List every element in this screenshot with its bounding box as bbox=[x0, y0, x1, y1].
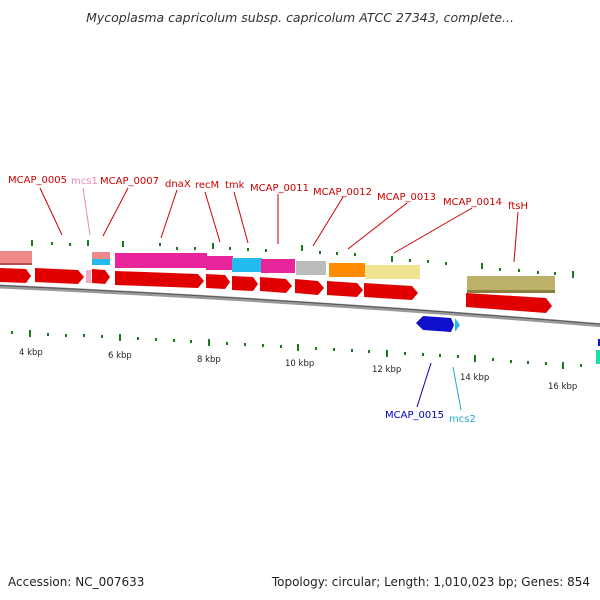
axis-label-16kbp: 16 kbp bbox=[548, 382, 577, 392]
gene-label-ftsh: ftsH bbox=[508, 201, 528, 212]
feature-mcap0005 bbox=[0, 251, 32, 265]
gene-label-mcs1: mcs1 bbox=[71, 176, 98, 187]
gene-label-dnax: dnaX bbox=[165, 179, 191, 190]
cds-arrow bbox=[295, 279, 324, 295]
gene-label-mcap0015: MCAP_0015 bbox=[385, 410, 444, 421]
cds-arrow bbox=[115, 271, 204, 288]
genome-backbone-highlight bbox=[0, 284, 600, 325]
feature-mcap0012 bbox=[296, 261, 326, 275]
cds-mcs2 bbox=[455, 318, 460, 332]
feature-mcap0013 bbox=[329, 263, 365, 277]
cds-mcs1 bbox=[86, 270, 91, 283]
axis-label-4kbp: 4 kbp bbox=[19, 348, 43, 358]
axis-label-6kbp: 6 kbp bbox=[108, 351, 132, 361]
feature-dnax bbox=[115, 253, 207, 268]
axis-label-8kbp: 8 kbp bbox=[197, 355, 221, 365]
gene-label-mcap0005: MCAP_0005 bbox=[8, 175, 67, 186]
gene-labels: MCAP_0005 mcs1 MCAP_0007 dnaX recM tmk M… bbox=[8, 175, 528, 425]
gene-label-mcap0013: MCAP_0013 bbox=[377, 192, 436, 203]
accession-label: Accession: NC_007633 bbox=[8, 575, 145, 589]
gene-label-recm: recM bbox=[195, 180, 219, 191]
cds-arrow bbox=[327, 281, 363, 297]
cds-arrow bbox=[260, 277, 292, 293]
feature-mcs1-rna bbox=[92, 252, 110, 259]
feature-mcs1 bbox=[92, 259, 110, 265]
cds-mcap0015 bbox=[416, 316, 454, 332]
axis-label-10kbp: 10 kbp bbox=[285, 359, 314, 369]
axis-labels: 4 kbp 6 kbp 8 kbp 10 kbp 12 kbp 14 kbp 1… bbox=[19, 348, 577, 392]
genome-backbone bbox=[0, 284, 600, 328]
genome-summary: Topology: circular; Length: 1,010,023 bp… bbox=[271, 575, 590, 589]
axis-label-14kbp: 14 kbp bbox=[460, 373, 489, 383]
cds-arrow bbox=[232, 276, 258, 291]
inner-ticks bbox=[11, 330, 582, 369]
feature-mcap0011 bbox=[261, 259, 295, 273]
cds-arrow bbox=[92, 269, 110, 284]
gene-label-mcs2: mcs2 bbox=[449, 414, 476, 425]
gene-label-mcap0012: MCAP_0012 bbox=[313, 187, 372, 198]
feature-tmk bbox=[232, 258, 262, 272]
axis-label-12kbp: 12 kbp bbox=[372, 365, 401, 375]
feature-recm bbox=[206, 256, 233, 270]
gene-label-mcap0007: MCAP_0007 bbox=[100, 176, 159, 187]
cds-arrow bbox=[466, 293, 552, 313]
feature-ftsh bbox=[467, 276, 555, 292]
gene-label-mcap0011: MCAP_0011 bbox=[250, 183, 309, 194]
feature-mcap0014 bbox=[365, 265, 420, 279]
cds-forward bbox=[0, 268, 552, 313]
cds-arrow bbox=[206, 274, 230, 289]
label-connectors bbox=[39, 187, 519, 411]
gene-label-mcap0014: MCAP_0014 bbox=[443, 197, 502, 208]
outer-ticks bbox=[31, 240, 574, 278]
cds-arrow bbox=[0, 268, 31, 283]
map-title: Mycoplasma capricolum subsp. capricolum … bbox=[86, 10, 514, 25]
cds-arrow bbox=[35, 268, 84, 284]
cds-arrow bbox=[364, 283, 418, 300]
gene-label-tmk: tmk bbox=[225, 180, 245, 191]
feature-edge bbox=[596, 350, 600, 364]
feature-boxes bbox=[0, 251, 555, 293]
